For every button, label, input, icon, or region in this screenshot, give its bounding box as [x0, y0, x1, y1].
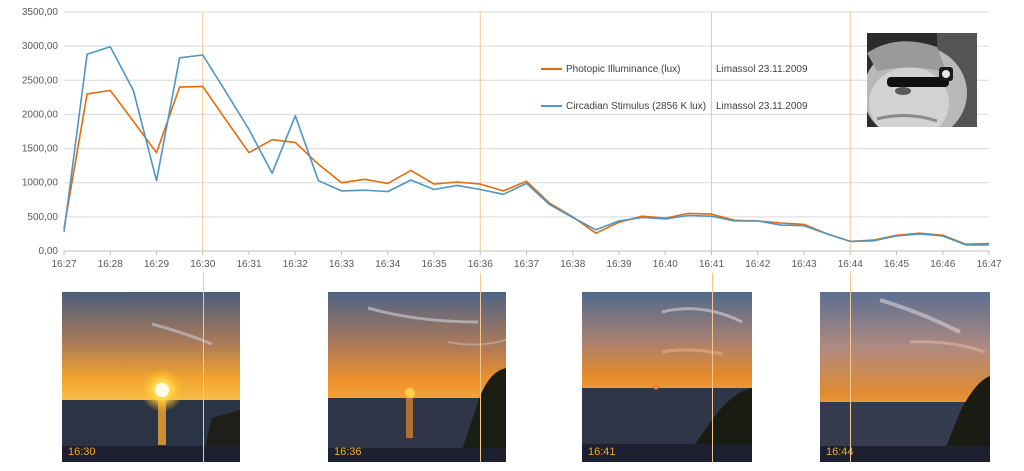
person-with-light-meter-glasses-photo	[867, 33, 977, 127]
x-tick-label: 16:33	[329, 259, 354, 270]
x-tick-label: 16:41	[699, 259, 724, 270]
photo-1644: 16:44	[820, 292, 990, 462]
x-tick-label: 16:36	[468, 259, 493, 270]
photo-time-marker-line	[850, 273, 851, 462]
photo-time-marker-line	[712, 273, 713, 462]
x-tick-label: 16:27	[51, 259, 76, 270]
chart-legend: Photopic Illuminance (lux) Limassol 23.1…	[541, 64, 808, 112]
sunset-photo-icon	[582, 292, 752, 462]
x-tick-label: 16:47	[976, 259, 1001, 270]
y-tick-labels: 0,00 500,00 1000,00 1500,00 2000,00 2500,00 30…	[22, 7, 59, 257]
y-tick-label: 1500,00	[22, 144, 59, 155]
x-tick-label: 16:30	[190, 259, 215, 270]
time-marker-lines	[202, 12, 851, 251]
x-tick-label: 16:35	[421, 259, 446, 270]
photo-label-1636: 16:36	[334, 446, 362, 458]
x-tick-label: 16:29	[144, 259, 169, 270]
y-tick-label: 3500,00	[22, 7, 59, 18]
x-tick-label: 16:42	[745, 259, 770, 270]
x-tick-label: 16:38	[560, 259, 585, 270]
sunset-photo-icon	[62, 292, 240, 462]
x-tick-label: 16:45	[884, 259, 909, 270]
photo-label-1630: 16:30	[68, 446, 96, 458]
y-tick-label: 2500,00	[22, 75, 59, 86]
chart-series	[63, 45, 990, 246]
legend-label-photopic: Photopic Illuminance (lux)	[566, 64, 681, 75]
legend-place-photopic: Limassol 23.11.2009	[716, 64, 808, 75]
x-tick-label: 16:32	[283, 259, 308, 270]
y-tick-label: 1000,00	[22, 178, 59, 189]
x-tick-label: 16:31	[236, 259, 261, 270]
legend-place-circadian: Limassol 23.11.2009	[716, 101, 808, 112]
photo-1641: 16:41	[582, 292, 752, 462]
y-tick-label: 2000,00	[22, 109, 59, 120]
y-tick-label: 0,00	[39, 246, 59, 257]
y-tick-label: 500,00	[27, 212, 58, 223]
legend-label-circadian: Circadian Stimulus (2856 K lux)	[566, 101, 706, 112]
sunset-photo-icon	[820, 292, 990, 462]
chart-axes	[63, 250, 990, 255]
photo-1630: 16:30	[62, 292, 240, 462]
x-tick-label: 16:44	[838, 259, 863, 270]
photo-time-marker-line	[480, 273, 481, 462]
photo-label-1644: 16:44	[826, 446, 854, 458]
x-tick-labels: 16:27 16:28 16:29 16:30 16:31 16:32 16:33 16:34…	[51, 259, 1001, 270]
x-tick-label: 16:40	[653, 259, 678, 270]
x-tick-label: 16:37	[514, 259, 539, 270]
x-tick-label: 16:43	[791, 259, 816, 270]
series-line-circadian	[63, 45, 989, 246]
photo-label-1641: 16:41	[588, 446, 616, 458]
photo-1636: 16:36	[328, 292, 506, 462]
x-tick-label: 16:34	[375, 259, 400, 270]
x-tick-label: 16:39	[606, 259, 631, 270]
photo-time-marker-line	[203, 273, 204, 462]
x-tick-label: 16:28	[98, 259, 123, 270]
y-tick-label: 3000,00	[22, 41, 59, 52]
sunset-photo-icon	[328, 292, 506, 462]
x-tick-label: 16:46	[930, 259, 955, 270]
